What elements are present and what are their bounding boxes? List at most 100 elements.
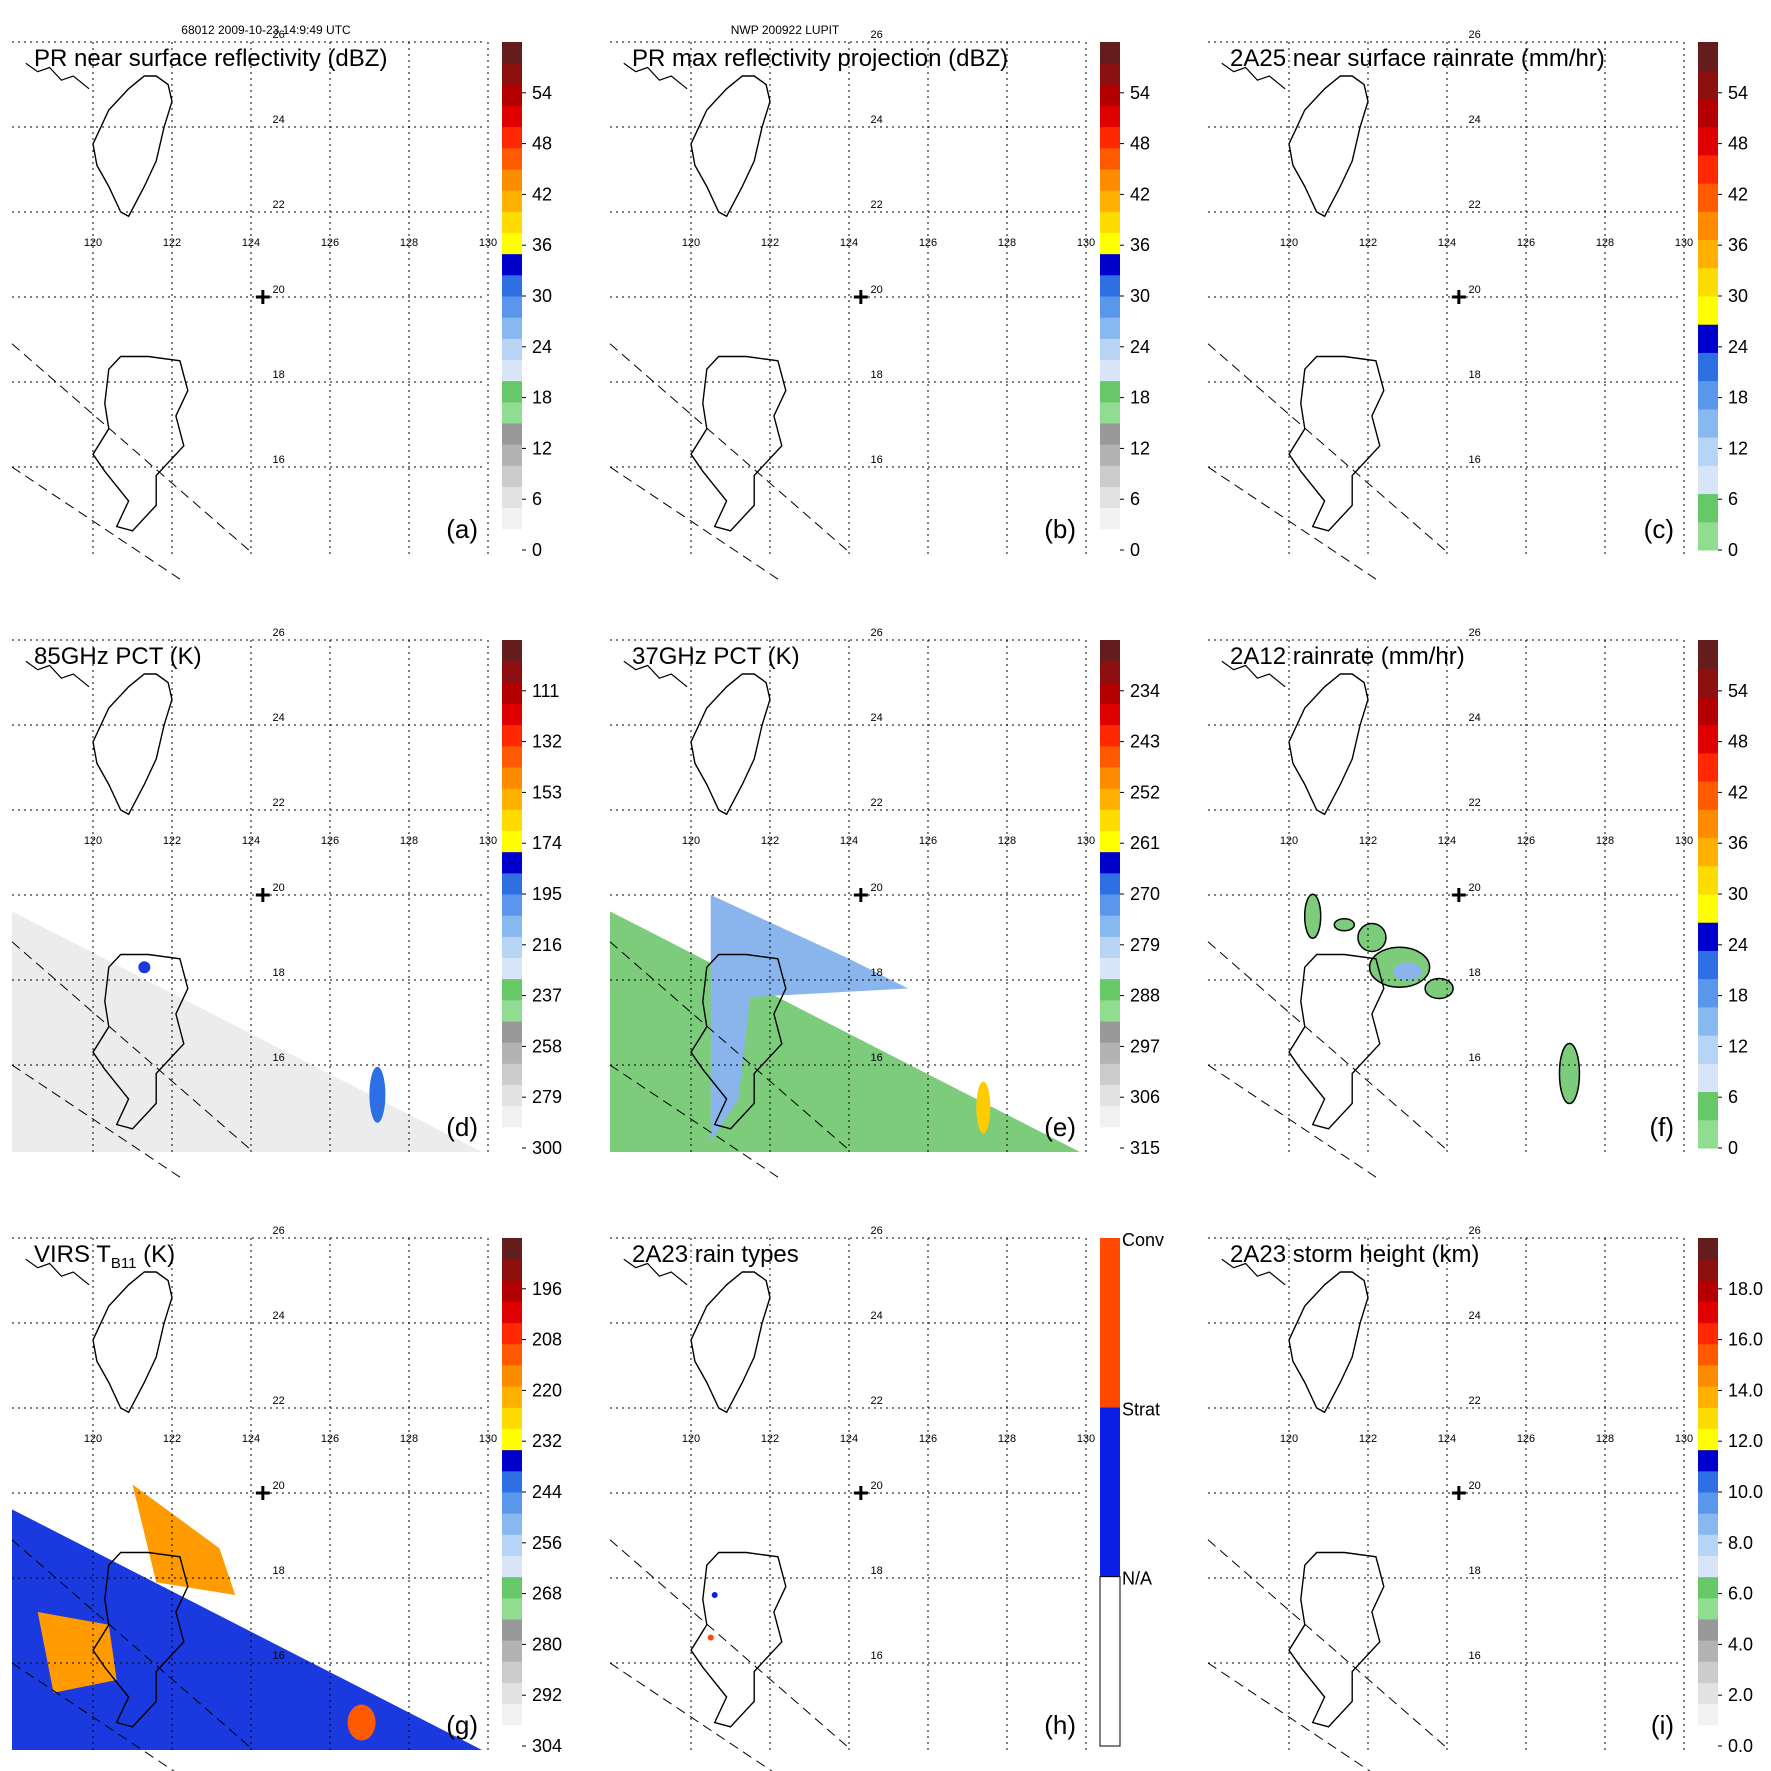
colorbar-band [1100, 465, 1120, 487]
panel-b-tag: (b) [1044, 514, 1076, 544]
colorbar-band [1698, 1119, 1718, 1149]
colorbar-band [502, 232, 522, 255]
swath-edge [1207, 1539, 1448, 1749]
colorbar-tick-label: 54 [1130, 83, 1150, 103]
colorbar-tick-label: 36 [532, 235, 552, 255]
panel-e-title: 37GHz PCT (K) [632, 643, 800, 670]
storm-center-marker [1451, 1486, 1466, 1500]
figure-header-center: NWP 200922 LUPIT [731, 23, 840, 37]
colorbar-band [502, 1703, 522, 1726]
colorbar-tick-label: 14.0 [1728, 1380, 1763, 1400]
lat-tick-label: 20 [871, 1480, 883, 1492]
lon-tick-label: 122 [1359, 1433, 1377, 1445]
colorbar-tick-label: 18 [1728, 388, 1748, 408]
colorbar-band [1100, 936, 1120, 958]
colorbar-tick-label: 208 [532, 1330, 562, 1350]
colorbar-band [1100, 957, 1120, 980]
lon-tick-label: 126 [919, 237, 937, 249]
colorbar-band [1698, 324, 1718, 353]
lon-tick-label: 130 [1077, 835, 1095, 847]
panel-h-colorbar: Conv Strat N/A [1099, 1230, 1164, 1747]
colorbar-tick-label: 0 [1130, 540, 1140, 560]
colorbar-band [1698, 70, 1718, 99]
panel-e-tag: (e) [1044, 1112, 1076, 1142]
storm-center-marker [1451, 290, 1466, 304]
lat-tick-label: 26 [871, 1225, 883, 1237]
storm-center-marker [255, 888, 270, 902]
coastline-mainland [1221, 660, 1286, 688]
coastline-mainland [623, 1258, 688, 1286]
colorbar-band [1100, 359, 1120, 382]
colorbar-tick-label: 16.0 [1728, 1330, 1763, 1350]
lat-tick-label: 24 [871, 712, 883, 724]
colorbar-tick-label: 36 [1728, 833, 1748, 853]
colorbar-band [1100, 296, 1120, 318]
colorbar-tick-label: 280 [532, 1634, 562, 1654]
colorbar-band [1698, 183, 1718, 212]
colorbar-tick-label: 270 [1130, 884, 1160, 904]
colorbar-band [1100, 1407, 1120, 1577]
panel-g-colorbar: 196 208 220 232 244 256 268 280 292 304 [502, 1238, 562, 1756]
colorbar-tick-label: 153 [532, 782, 562, 802]
panel-c-colorbar: 54 48 42 36 30 24 18 12 6 0 [1698, 42, 1748, 560]
lon-tick-label: 124 [840, 237, 858, 249]
swath-edge [11, 1539, 252, 1749]
swath-edge [1207, 466, 1381, 583]
swath-edge [609, 1064, 783, 1181]
swath-edge [11, 1064, 185, 1181]
lat-tick-label: 20 [871, 882, 883, 894]
lat-tick-label: 18 [1469, 369, 1481, 381]
coastline-luzon [92, 953, 189, 1130]
colorbar-tick-label: 10.0 [1728, 1482, 1763, 1502]
lon-tick-label: 126 [919, 1433, 937, 1445]
colorbar-band [502, 1682, 522, 1705]
lat-tick-label: 24 [1469, 114, 1481, 126]
colorbar-band [502, 169, 522, 191]
colorbar-band [1100, 423, 1120, 445]
colorbar-band [502, 423, 522, 445]
colorbar-band [1100, 872, 1120, 895]
colorbar-tick-label: 0 [1728, 1138, 1738, 1158]
colorbar-band [1100, 1238, 1120, 1408]
colorbar-band [502, 1365, 522, 1387]
lat-tick-label: 24 [273, 114, 285, 126]
colorbar-band [1698, 1006, 1718, 1036]
colorbar-band [502, 1619, 522, 1641]
coastline-luzon [690, 953, 787, 1130]
colorbar-band [502, 296, 522, 318]
lat-tick-label: 16 [1469, 1650, 1481, 1662]
panel-f-rain-cell [1357, 922, 1387, 953]
storm-center-marker [853, 290, 868, 304]
colorbar-tick-label: 42 [1130, 184, 1150, 204]
colorbar-tick-label: 244 [532, 1482, 562, 1502]
lon-tick-label: 130 [1077, 1433, 1095, 1445]
colorbar-band [502, 1470, 522, 1493]
lat-tick-label: 18 [871, 967, 883, 979]
colorbar-tick-label: 0.0 [1728, 1736, 1753, 1756]
colorbar-tick-label: 18 [532, 388, 552, 408]
colorbar-band [1698, 352, 1718, 382]
lat-tick-label: 18 [1469, 1565, 1481, 1577]
lat-tick-label: 16 [273, 1650, 285, 1662]
colorbar-band [1100, 169, 1120, 191]
panel-f-rain-core [1393, 962, 1422, 981]
colorbar-tick-label: 4.0 [1728, 1634, 1753, 1654]
colorbar-tick-label: 42 [1728, 782, 1748, 802]
panel-h-strat-pixel [711, 1592, 718, 1598]
colorbar-tick-label: 36 [1130, 235, 1150, 255]
colorbar-band [502, 486, 522, 509]
lon-tick-label: 122 [761, 835, 779, 847]
colorbar-tick-label: 6 [532, 489, 542, 509]
colorbar-band [1100, 211, 1120, 233]
colorbar-band [1100, 999, 1120, 1022]
swath-edge [11, 466, 185, 583]
colorbar-band [502, 528, 522, 551]
lat-tick-label: 20 [273, 284, 285, 296]
colorbar-band [502, 1280, 522, 1302]
colorbar-band [1100, 42, 1120, 64]
colorbar-tick-label: 36 [1728, 235, 1748, 255]
colorbar-band [1100, 232, 1120, 255]
colorbar-tick-label: 48 [1130, 134, 1150, 154]
panel-d: 120 122 124 126 128 130 26 24 22 20 18 16 85GHz PCT … [11, 627, 562, 1181]
colorbar-band [1698, 1449, 1718, 1472]
